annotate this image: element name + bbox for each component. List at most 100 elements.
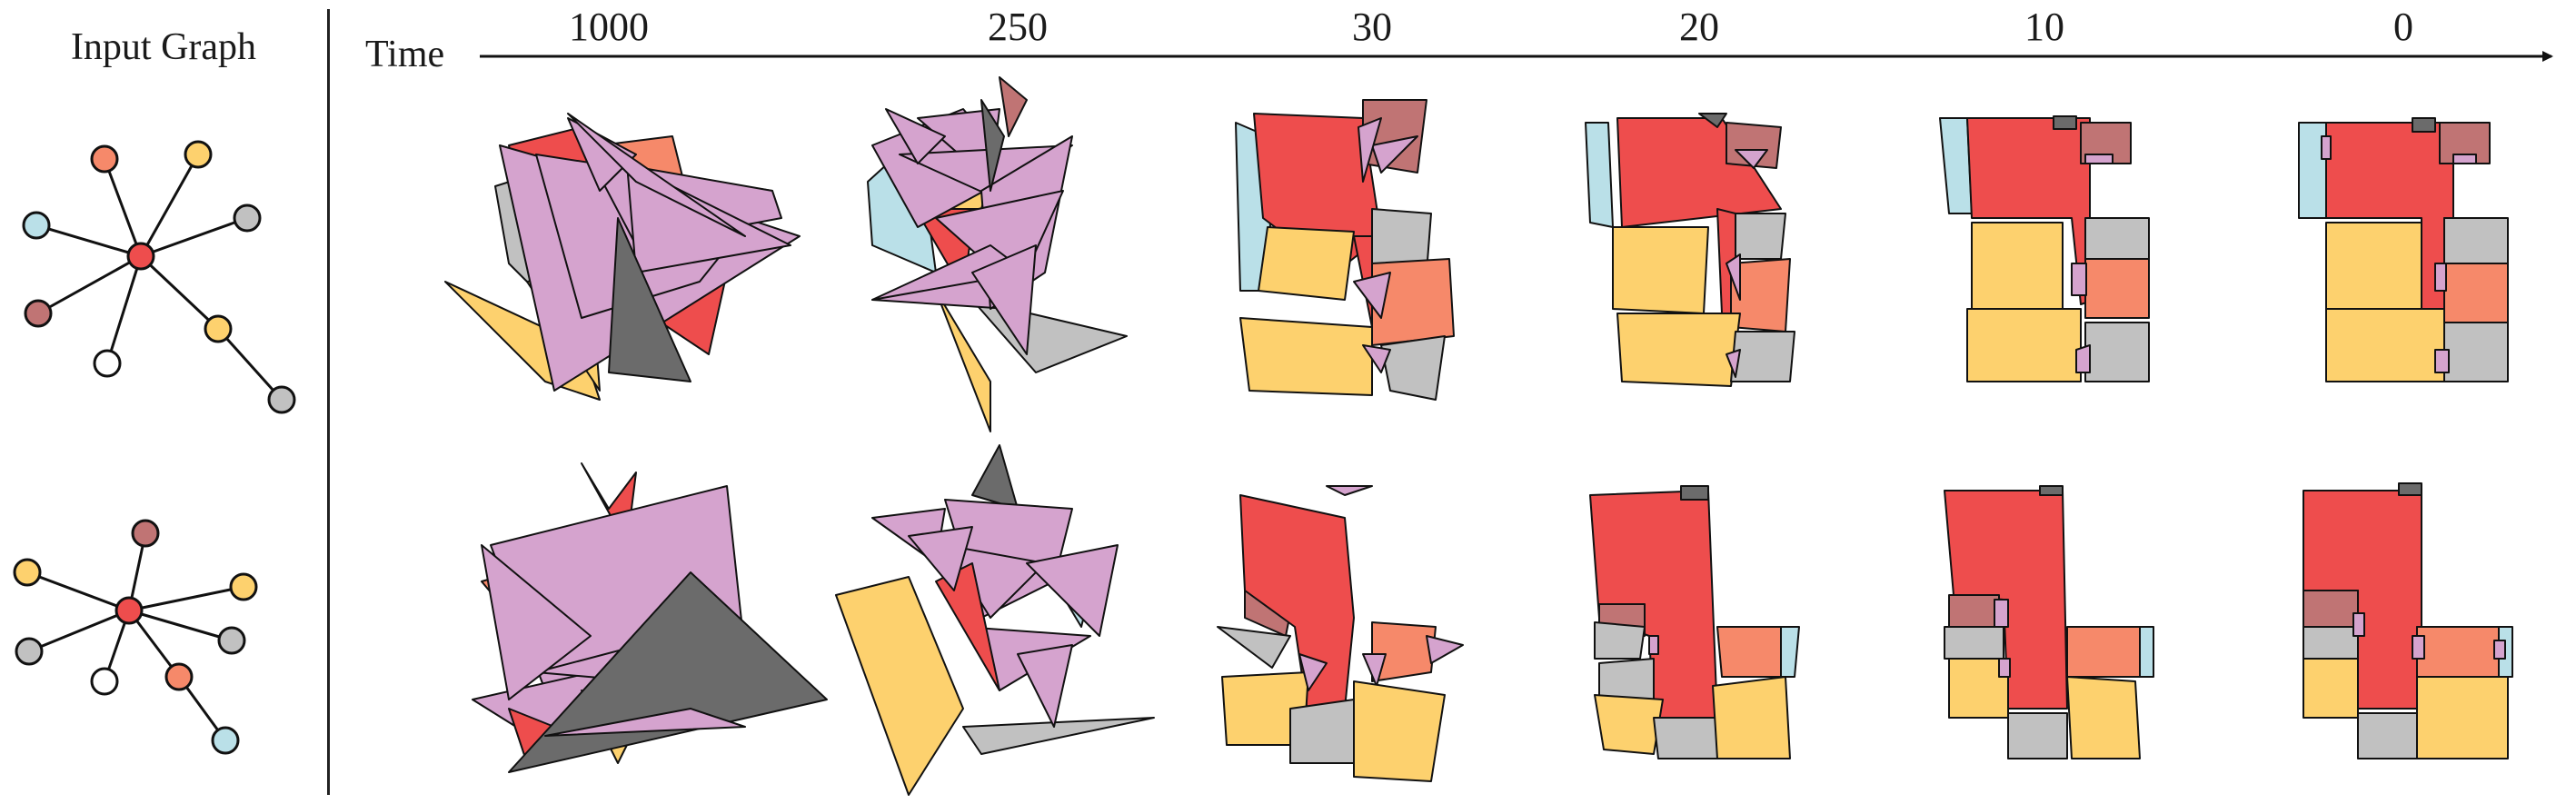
room-kitchen — [1716, 626, 1782, 678]
room-living — [1616, 117, 1782, 228]
room-entrance — [980, 99, 1005, 192]
room-bedroom — [1353, 680, 1446, 782]
layout-row2-t30 — [1217, 485, 1464, 782]
panel-divider — [327, 9, 330, 795]
room-door — [544, 708, 746, 737]
time-axis-label: Time — [365, 34, 445, 75]
room-bathroom — [1944, 626, 2004, 660]
graph-edge — [103, 158, 143, 257]
graph-node-bathroom — [15, 637, 44, 666]
room-kitchen — [2084, 258, 2150, 319]
graph-edge — [105, 255, 143, 364]
room-bedroom — [1612, 226, 1709, 314]
graph-edge — [139, 154, 200, 257]
room-bedroom — [1971, 222, 2064, 310]
room-door — [1362, 653, 1387, 687]
graph-node-storage — [24, 299, 53, 328]
room-entrance — [1680, 485, 1709, 501]
room-door — [567, 113, 746, 237]
room-door — [1726, 349, 1741, 378]
room-kitchen — [2066, 626, 2141, 678]
graph-edge — [35, 223, 142, 258]
layout-row1-t20 — [1585, 113, 1795, 387]
room-door — [2452, 154, 2477, 164]
room-bedroom — [935, 290, 991, 432]
room-entrance — [2053, 115, 2077, 130]
graph-edge — [128, 585, 244, 612]
graph-edge — [140, 216, 248, 258]
room-bathroom — [2443, 322, 2509, 382]
room-bathroom — [2007, 712, 2068, 759]
graph-node-bathroom — [267, 385, 296, 414]
room-bedroom — [1239, 317, 1373, 396]
room-bathroom — [1289, 699, 1355, 764]
room-bedroom — [835, 576, 964, 796]
room-door — [1735, 149, 1768, 169]
graph-edge — [139, 254, 220, 331]
room-door — [1326, 485, 1373, 496]
layout-row2-t10 — [1944, 485, 2154, 759]
room-door — [971, 244, 1037, 355]
room-door — [1726, 253, 1741, 301]
graph-node-balcony — [22, 211, 51, 240]
room-bedroom — [1966, 308, 2082, 382]
graph-edge — [37, 254, 142, 315]
layout-row1-t30 — [1235, 99, 1455, 401]
room-balcony — [2139, 626, 2154, 678]
room-entrance — [2398, 482, 2422, 496]
room-storage — [1948, 594, 2000, 628]
graph-node-center-living — [114, 596, 144, 625]
graph-node-bedroom — [184, 140, 213, 169]
room-storage — [2302, 590, 2359, 628]
room-door — [1998, 658, 2011, 678]
room-entrance — [1698, 113, 1727, 128]
room-door — [1648, 635, 1659, 655]
timestep-label-10: 10 — [2024, 5, 2064, 49]
graph-node-kitchen — [90, 144, 119, 174]
room-bathroom — [2443, 217, 2509, 264]
room-door — [2321, 135, 2332, 160]
room-door — [1017, 644, 1073, 728]
room-kitchen — [1371, 621, 1437, 682]
graph-node-kitchen — [164, 662, 194, 691]
layout-row1-t0 — [2298, 117, 2509, 382]
room-door — [885, 108, 946, 164]
room-bathroom — [1380, 335, 1446, 401]
room-door — [2075, 344, 2091, 373]
timestep-label-0: 0 — [2393, 5, 2413, 49]
room-storage — [2439, 122, 2491, 164]
input-graph-2 — [13, 519, 258, 755]
room-entrance — [2039, 485, 2064, 496]
input-graph-title: Input Graph — [70, 26, 257, 68]
room-bathroom — [2084, 322, 2150, 382]
room-door — [1371, 135, 1418, 174]
graph-node-other — [93, 349, 122, 378]
room-door — [2084, 154, 2114, 164]
room-storage — [2080, 122, 2132, 164]
room-bathroom — [2302, 626, 2359, 660]
room-entrance — [971, 444, 1019, 510]
room-storage — [999, 76, 1028, 137]
graph-node-bedroom — [204, 314, 233, 343]
room-kitchen — [2443, 263, 2509, 323]
room-bathroom — [1730, 213, 1786, 260]
graph-node-balcony — [211, 726, 240, 755]
room-door — [481, 544, 592, 700]
room-bedroom — [2302, 658, 2359, 719]
layout-row2-t0 — [2302, 482, 2513, 759]
room-bedroom — [1712, 676, 1791, 759]
layout-row1-t1000 — [444, 113, 801, 401]
room-door — [2434, 349, 2450, 373]
room-bathroom — [1594, 621, 1646, 660]
room-door — [2493, 640, 2506, 660]
room-door — [1426, 635, 1464, 664]
room-bedroom — [2416, 676, 2509, 759]
room-door — [2412, 635, 2425, 660]
timestep-label-250: 250 — [988, 5, 1048, 49]
room-entrance — [508, 571, 828, 773]
room-door — [1358, 117, 1382, 183]
room-kitchen — [2416, 626, 2500, 678]
room-bedroom — [2066, 676, 2141, 759]
room-bathroom — [2084, 217, 2150, 260]
